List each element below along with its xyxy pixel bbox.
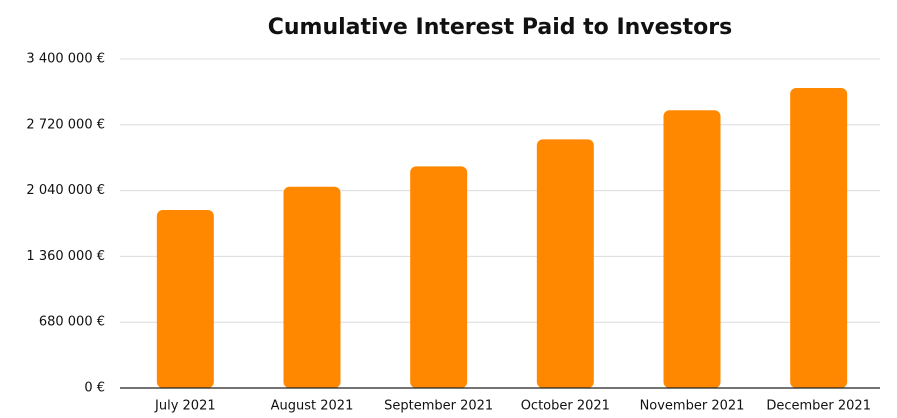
y-tick-label: 0 € [84, 381, 105, 396]
bar [790, 88, 848, 388]
x-tick-label: July 2021 [154, 399, 216, 414]
y-tick-label: 2 040 000 € [26, 183, 105, 198]
bar [410, 166, 468, 388]
chart-title: Cumulative Interest Paid to Investors [268, 15, 732, 40]
bar [536, 139, 594, 388]
y-tick-label: 2 720 000 € [26, 117, 105, 132]
x-tick-label: December 2021 [766, 399, 871, 414]
x-tick-label: September 2021 [384, 399, 493, 414]
bar [156, 209, 214, 388]
x-tick-label: November 2021 [640, 399, 745, 414]
y-tick-label: 680 000 € [39, 315, 105, 330]
x-tick-label: October 2021 [521, 399, 610, 414]
y-tick-label: 1 360 000 € [26, 249, 105, 264]
bar [283, 186, 341, 388]
bar [663, 110, 721, 389]
x-tick-label: August 2021 [271, 399, 354, 414]
y-tick-label: 3 400 000 € [26, 52, 105, 67]
